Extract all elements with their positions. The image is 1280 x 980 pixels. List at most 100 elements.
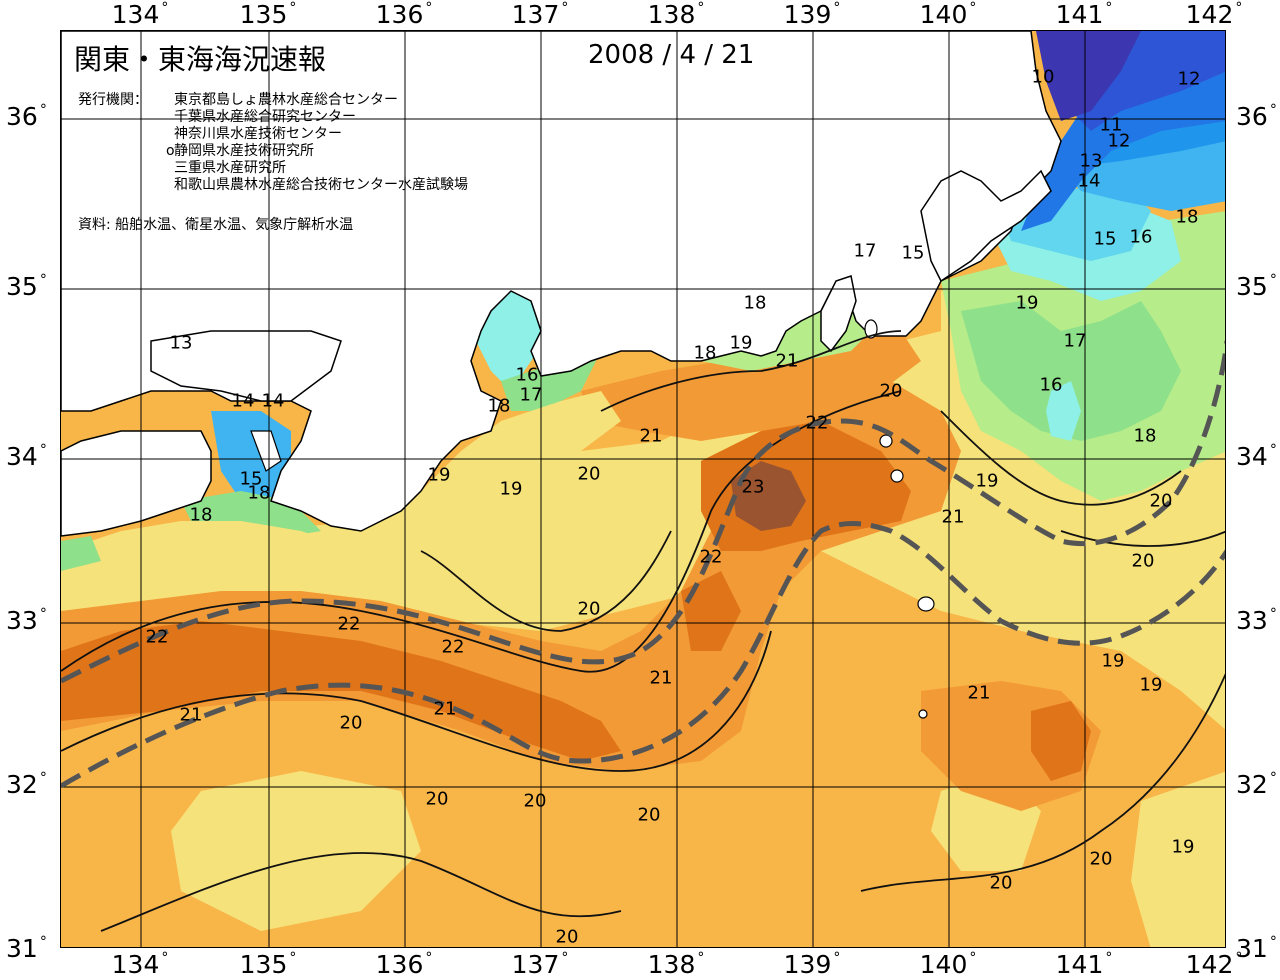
lon-label: 138 ° (647, 950, 705, 979)
agency-marker: o (166, 143, 175, 159)
contour-label: 20 (577, 598, 601, 620)
sea-surface-temperature-map: 10 12 11 12 13 14 15 16 18 17 15 19 17 1… (60, 30, 1226, 948)
isotherm-20-east (1060, 530, 1225, 547)
isotherm-19-east (940, 410, 1182, 506)
island-hachijo (917, 596, 935, 612)
band-17-east (961, 301, 1181, 441)
lon-label: 136 ° (375, 950, 433, 979)
contour-label: 20 (879, 380, 903, 402)
isotherm-20-se (860, 673, 1225, 892)
lon-label: 142 ° (1185, 950, 1243, 979)
contour-label: 18 (743, 292, 767, 314)
report-date: 2008 / 4 / 21 (588, 40, 755, 70)
band-16-ise (476, 281, 551, 391)
lat-label: 35 ° (1236, 272, 1277, 301)
contour-label: 22 (441, 636, 465, 658)
contour-label: 22 (805, 412, 829, 434)
contour-label: 17 (1063, 330, 1087, 352)
contour-label: 20 (577, 463, 601, 485)
contour-label: 19 (1101, 650, 1125, 672)
agencies-label: 発行機関： (78, 92, 148, 108)
lon-label: 137 ° (511, 0, 569, 29)
page-title: 関東・東海海況速報 (74, 43, 327, 76)
contour-label: 19 (1015, 292, 1039, 314)
contour-label: 22 (699, 546, 723, 568)
island-aogashima (918, 709, 928, 719)
lon-label: 139 ° (783, 0, 841, 29)
contour-label: 15 (239, 468, 263, 490)
contour-label: 12 (1107, 130, 1131, 152)
band-22-east (1031, 701, 1091, 781)
lon-label: 134 ° (111, 950, 169, 979)
contour-label: 20 (1089, 848, 1113, 870)
contour-label: 17 (853, 240, 877, 262)
map-graphic (61, 31, 1225, 947)
contour-label: 16 (1039, 374, 1063, 396)
lat-label: 34 ° (6, 442, 47, 471)
contour-label: 20 (339, 712, 363, 734)
island-oshima (864, 319, 878, 339)
isotherm-21-main (61, 390, 902, 673)
land-shikoku (61, 430, 212, 537)
land-boso (920, 169, 1052, 283)
contour-label: 10 (1031, 66, 1055, 88)
island-niijima (879, 434, 893, 448)
contour-label: 14 (1077, 170, 1101, 192)
contour-label: 19 (975, 470, 999, 492)
contour-label: 22 (337, 613, 361, 635)
band-19-pale-2 (171, 771, 421, 931)
agency-item: 神奈川県水産技術センター (174, 126, 342, 142)
contour-label: 20 (555, 926, 579, 948)
contour-label: 18 (693, 342, 717, 364)
contour-label: 21 (179, 704, 203, 726)
kuroshio-north-edge (61, 340, 1225, 684)
island-miyake (890, 469, 904, 483)
agency-item: 和歌山県農林水産総合技術センター水産試験場 (174, 177, 468, 193)
agency-item: 東京都島しょ農林水産総合センター (174, 92, 398, 108)
lon-label: 137 ° (511, 950, 569, 979)
isotherm-20-central (420, 530, 672, 632)
lon-label: 138 ° (647, 0, 705, 29)
lon-label: 142 ° (1185, 0, 1243, 29)
contour-label: 16 (1129, 226, 1153, 248)
lat-label: 35 ° (6, 272, 47, 301)
band-16-spot (1046, 381, 1081, 441)
band-12-ne (1021, 61, 1225, 231)
contour-label: 22 (145, 626, 169, 648)
contour-label: 21 (639, 425, 663, 447)
contour-label: 20 (523, 790, 547, 812)
lat-label: 33 ° (1236, 606, 1277, 635)
land-kii-tip (250, 430, 282, 472)
contour-label: 21 (967, 682, 991, 704)
contour-label: 19 (499, 478, 523, 500)
lat-label: 33 ° (6, 606, 47, 635)
lon-label: 140 ° (919, 950, 977, 979)
contour-label: 20 (1131, 550, 1155, 572)
isotherms (61, 330, 1225, 932)
isotherm-20-south (100, 852, 622, 932)
band-17-west (61, 536, 101, 571)
contour-label: 15 (901, 242, 925, 264)
kuroshio-south-edge (61, 521, 1225, 789)
lat-label: 31 ° (1236, 934, 1277, 963)
land-honshu (61, 31, 1062, 532)
band-23-core (731, 461, 806, 531)
lon-label: 136 ° (375, 0, 433, 29)
contour-label: 18 (247, 482, 271, 504)
contour-label: 20 (1149, 490, 1173, 512)
contour-label: 20 (637, 804, 661, 826)
lon-label: 141 ° (1055, 0, 1113, 29)
agency-item: 千葉県水産総合研究センター (174, 109, 356, 125)
graticule (61, 31, 1225, 947)
contour-label: 21 (775, 350, 799, 372)
contour-label: 19 (427, 464, 451, 486)
lon-label: 135 ° (239, 950, 297, 979)
contour-label: 21 (941, 506, 965, 528)
lat-label: 36 ° (1236, 102, 1277, 131)
land-izu (820, 275, 857, 353)
contour-label: 12 (1177, 68, 1201, 90)
contour-label: 11 (1099, 114, 1123, 136)
lat-label: 32 ° (1236, 770, 1277, 799)
contour-label: 19 (729, 332, 753, 354)
lon-label: 139 ° (783, 950, 841, 979)
